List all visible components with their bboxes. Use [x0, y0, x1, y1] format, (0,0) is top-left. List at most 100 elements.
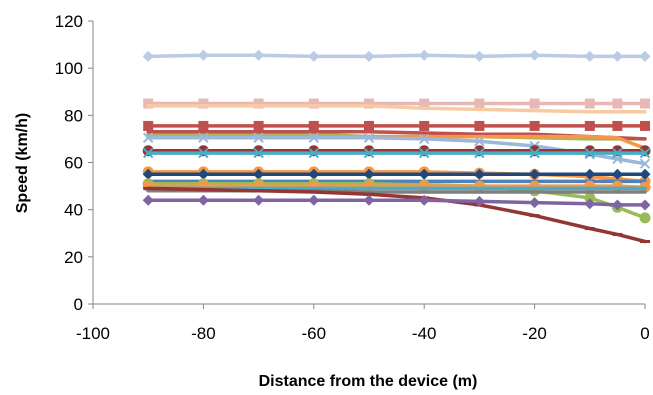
- x-tick-label: 0: [640, 324, 649, 343]
- series-2: [143, 98, 650, 109]
- data-point: [529, 49, 541, 61]
- y-tick-label: 120: [55, 12, 83, 31]
- data-point: [364, 192, 374, 196]
- data-point: [474, 98, 485, 109]
- data-point: [198, 147, 209, 159]
- data-point: [529, 147, 540, 159]
- data-point: [640, 120, 650, 131]
- data-point: [363, 168, 375, 180]
- data-point: [418, 147, 430, 159]
- data-point: [418, 49, 430, 61]
- data-point: [198, 98, 209, 109]
- data-point: [473, 50, 485, 62]
- data-point: [253, 132, 264, 143]
- data-point: [612, 98, 623, 109]
- series-layer: [142, 49, 651, 244]
- x-tick-label: -60: [302, 324, 327, 343]
- data-point: [474, 136, 485, 147]
- data-point: [253, 189, 264, 193]
- data-point: [474, 147, 485, 159]
- data-point: [308, 98, 319, 109]
- data-point: [142, 168, 154, 180]
- data-point: [612, 120, 623, 131]
- data-point: [418, 194, 430, 206]
- data-point: [584, 147, 596, 159]
- data-point: [308, 194, 320, 206]
- data-point: [639, 212, 651, 224]
- data-point: [363, 132, 375, 143]
- series-line: [146, 104, 647, 114]
- data-point: [253, 49, 265, 61]
- data-point: [142, 132, 154, 143]
- x-tick-label: -80: [191, 324, 216, 343]
- data-point: [253, 147, 264, 159]
- data-point: [142, 50, 154, 62]
- data-point: [529, 214, 540, 218]
- y-tick-label: 80: [64, 106, 83, 125]
- x-tick-label: -100: [76, 324, 110, 343]
- data-point: [253, 120, 264, 131]
- series-4: [143, 120, 650, 131]
- data-point: [584, 120, 595, 131]
- series-line: [146, 53, 647, 59]
- y-tick-label: 0: [74, 295, 83, 314]
- x-axis-title: Distance from the device (m): [259, 373, 478, 390]
- data-point: [529, 197, 541, 209]
- data-point: [143, 186, 154, 190]
- data-point: [198, 120, 209, 131]
- data-point: [364, 98, 374, 109]
- data-point: [197, 194, 209, 206]
- data-point: [253, 98, 264, 109]
- x-tick-label: -40: [412, 324, 437, 343]
- data-point: [584, 50, 596, 62]
- y-tick-label: 100: [55, 59, 83, 78]
- data-point: [473, 195, 485, 207]
- data-point: [364, 120, 374, 131]
- data-point: [529, 120, 540, 131]
- data-point: [143, 120, 154, 131]
- data-point: [418, 133, 430, 145]
- data-point: [584, 168, 596, 180]
- axes: 0 20 40 60 80 100 120 -100 -80 -60 -40 -20 0: [55, 12, 650, 343]
- data-point: [197, 168, 209, 180]
- data-point: [308, 147, 320, 159]
- data-point: [584, 198, 596, 210]
- series-line: [146, 198, 647, 207]
- y-tick-label: 60: [64, 154, 83, 173]
- data-point: [142, 194, 154, 206]
- data-point: [198, 188, 209, 192]
- y-tick-label: 20: [64, 248, 83, 267]
- series-3: [146, 104, 647, 114]
- data-point: [419, 120, 430, 131]
- data-point: [639, 168, 651, 180]
- data-point: [142, 147, 154, 159]
- data-point: [474, 120, 485, 131]
- data-point: [640, 240, 650, 244]
- data-point: [639, 199, 651, 211]
- data-point: [308, 50, 320, 62]
- data-point: [143, 98, 154, 109]
- data-point: [584, 192, 596, 204]
- data-point: [308, 132, 320, 143]
- data-point: [639, 158, 651, 169]
- data-point: [611, 199, 623, 211]
- data-point: [363, 50, 375, 62]
- series-10: [142, 147, 651, 159]
- data-point: [253, 168, 265, 180]
- y-axis-title: Speed (km/h): [14, 113, 31, 213]
- data-point: [611, 168, 623, 180]
- data-point: [639, 50, 651, 62]
- data-point: [363, 194, 375, 206]
- series-1: [142, 49, 651, 62]
- data-point: [640, 98, 650, 109]
- series-12: [142, 168, 651, 180]
- data-point: [308, 168, 320, 180]
- data-point: [639, 147, 651, 159]
- data-point: [611, 50, 623, 62]
- data-point: [584, 227, 595, 231]
- data-point: [584, 98, 595, 109]
- data-point: [197, 49, 209, 61]
- data-point: [419, 98, 430, 109]
- data-point: [198, 132, 209, 143]
